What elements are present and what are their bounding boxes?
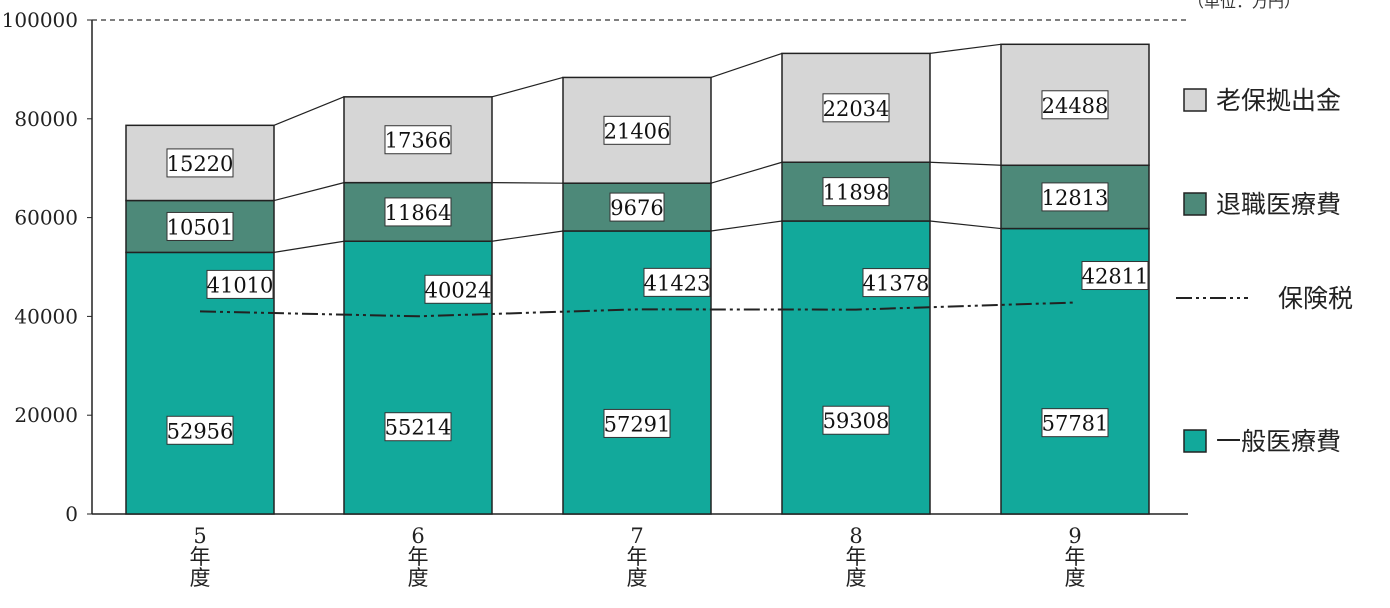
x-tick-label: 年	[846, 545, 867, 569]
value-label-box	[603, 408, 671, 438]
value-label: 11864	[385, 201, 452, 225]
tax-label-box	[206, 269, 274, 299]
value-label: 10501	[167, 215, 234, 239]
value-label: 11898	[823, 181, 890, 205]
value-label-box	[1041, 182, 1109, 212]
stack-connector	[273, 182, 345, 202]
stack-connector	[710, 161, 783, 184]
tax-value-label: 40024	[425, 278, 492, 302]
value-label: 52956	[167, 419, 234, 443]
value-label-box	[822, 93, 890, 123]
value-label-box	[1041, 408, 1109, 438]
x-tick-label: 7	[630, 524, 643, 548]
value-label: 17366	[385, 129, 452, 153]
value-label-box	[166, 211, 234, 241]
x-tick-label: 8	[849, 524, 862, 548]
x-tick-label: 度	[627, 566, 648, 590]
value-label: 12813	[1042, 186, 1109, 210]
x-tick-label: 年	[1065, 545, 1086, 569]
y-tick-label: 80000	[14, 107, 78, 131]
insurance-tax-line	[199, 301, 1076, 318]
x-tick-label: 年	[627, 545, 648, 569]
tax-value-label: 42811	[1082, 265, 1149, 289]
legend-label: 退職医療費	[1216, 190, 1341, 219]
value-label-box	[384, 125, 452, 155]
stack-connector-lines	[273, 43, 1002, 253]
tax-value-label: 41423	[644, 271, 711, 295]
legend-swatch	[1183, 429, 1207, 453]
value-label: 57291	[604, 412, 671, 436]
stack-connector	[929, 43, 1002, 54]
y-tick-label: 60000	[14, 206, 78, 230]
legend-swatch	[1183, 88, 1207, 112]
value-label-box	[822, 177, 890, 207]
tax-label-box	[1081, 261, 1149, 291]
value-label: 57781	[1042, 412, 1109, 436]
value-label-box	[166, 415, 234, 445]
tax-value-label: 41378	[863, 272, 930, 296]
legend-label: 保険税	[1278, 284, 1353, 313]
value-label-box	[384, 412, 452, 442]
value-label: 22034	[823, 97, 890, 121]
bars	[125, 43, 1150, 515]
value-label: 9676	[610, 196, 663, 220]
value-label-box	[166, 148, 234, 178]
stack-connector	[491, 182, 564, 184]
y-tick-label: 100000	[2, 8, 78, 32]
value-label: 59308	[823, 409, 890, 433]
unit-note: （単位：万円）	[1188, 0, 1300, 11]
legend-label: 一般医療費	[1216, 427, 1341, 456]
x-tick-label: 度	[846, 566, 867, 590]
value-labels: 52956 10501 15220 55214 11864 17366 57291 9676 2…	[166, 90, 1149, 445]
tax-label-box	[424, 274, 492, 304]
stack-connector	[273, 240, 345, 253]
insurance-tax-line-layer	[199, 301, 1076, 318]
stack-connector	[710, 220, 783, 232]
stack-connector	[273, 96, 345, 126]
x-tick-label: 度	[190, 566, 211, 590]
y-tick-label: 0	[65, 502, 78, 526]
tax-label-box	[643, 267, 711, 297]
x-tick-label: 6	[411, 524, 424, 548]
value-label: 21406	[604, 119, 671, 143]
value-label-box	[1041, 90, 1109, 120]
stack-connector	[491, 230, 564, 242]
x-tick-label: 5	[193, 524, 206, 548]
stack-connector	[929, 161, 1002, 166]
stack-connector	[491, 76, 564, 98]
tax-label-box	[862, 268, 930, 298]
bar-segment	[781, 220, 931, 515]
value-label-box	[603, 115, 671, 145]
x-tick-label: 年	[190, 545, 211, 569]
legend-swatch	[1183, 192, 1207, 216]
legend-label: 老保拠出金	[1216, 86, 1341, 115]
tax-value-label: 41010	[207, 273, 274, 297]
value-label-box	[609, 192, 665, 222]
value-label: 55214	[385, 416, 452, 440]
stack-connector	[929, 220, 1002, 230]
y-tick-label: 40000	[14, 304, 78, 328]
y-tick-label: 20000	[14, 403, 78, 427]
x-tick-label: 度	[1065, 566, 1086, 590]
x-tick-label: 9	[1068, 524, 1081, 548]
value-label: 24488	[1042, 94, 1109, 118]
value-label-box	[822, 405, 890, 435]
stack-connector	[710, 52, 783, 79]
value-label-box	[384, 197, 452, 227]
x-tick-label: 度	[408, 566, 429, 590]
value-label: 15220	[167, 152, 234, 176]
x-tick-label: 年	[408, 545, 429, 569]
